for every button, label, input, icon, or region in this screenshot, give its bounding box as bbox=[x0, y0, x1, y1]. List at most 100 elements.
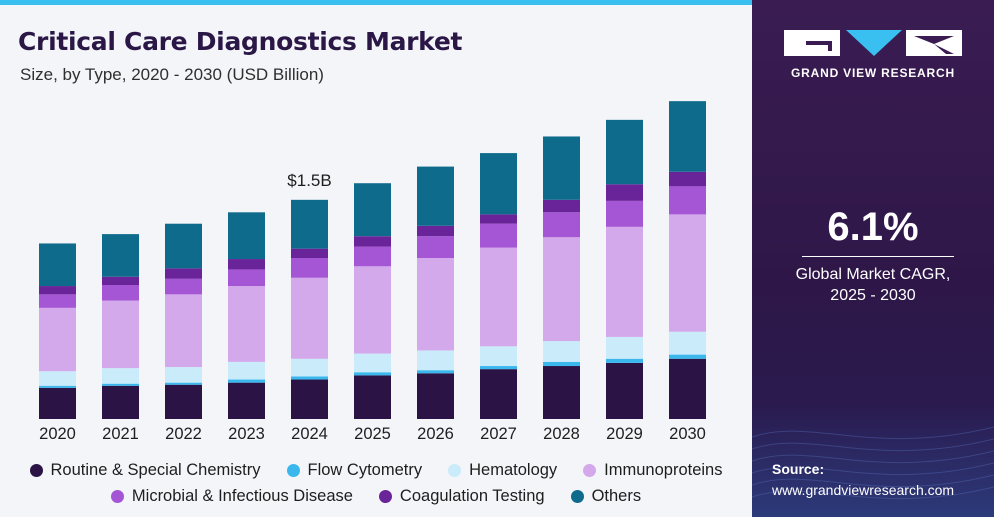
legend-item: Microbial & Infectious Disease bbox=[110, 487, 353, 506]
bar-segment bbox=[543, 366, 580, 419]
chart-legend: Routine & Special Chemistry Flow Cytomet… bbox=[0, 457, 752, 509]
bar-segment bbox=[39, 385, 76, 388]
x-tick-label: 2030 bbox=[669, 425, 706, 443]
bar-segment bbox=[165, 294, 202, 368]
bar-segment bbox=[228, 269, 265, 287]
bar-segment bbox=[543, 199, 580, 213]
legend-label: Coagulation Testing bbox=[399, 486, 545, 505]
x-tick-label: 2026 bbox=[417, 425, 454, 443]
bar-segment bbox=[606, 336, 643, 359]
legend-item: Immunoproteins bbox=[583, 461, 722, 480]
bar-segment bbox=[669, 354, 706, 359]
legend-item: Others bbox=[570, 486, 642, 506]
bar-segment bbox=[354, 375, 391, 419]
bar-segment bbox=[669, 171, 706, 187]
bar-segment bbox=[480, 366, 517, 370]
bar-segment bbox=[228, 379, 265, 383]
bar-segment bbox=[480, 223, 517, 248]
bar-segment bbox=[165, 223, 202, 269]
bar-segment bbox=[417, 370, 454, 374]
bar-segment bbox=[417, 236, 454, 258]
x-tick-label: 2020 bbox=[39, 425, 76, 443]
x-tick-label: 2028 bbox=[543, 425, 580, 443]
bar-segment bbox=[228, 259, 265, 270]
bar-segment bbox=[39, 286, 76, 295]
legend-label: Routine & Special Chemistry bbox=[50, 460, 261, 479]
x-tick-label: 2025 bbox=[354, 425, 391, 443]
bar-segment bbox=[228, 212, 265, 260]
bar-segment bbox=[291, 248, 328, 258]
legend-label: Others bbox=[591, 486, 642, 505]
bar-segment bbox=[606, 200, 643, 227]
bar-segment bbox=[417, 225, 454, 237]
bar-segment bbox=[102, 300, 139, 369]
bar-segment bbox=[669, 331, 706, 355]
bar-segment bbox=[606, 362, 643, 419]
bar-segment bbox=[165, 278, 202, 295]
bar-segment bbox=[39, 387, 76, 419]
value-annotation: $1.5B bbox=[287, 171, 331, 190]
bar-segment bbox=[417, 258, 454, 351]
bar-segment bbox=[39, 307, 76, 372]
source-label: Source: bbox=[772, 461, 825, 477]
legend-label: Hematology bbox=[469, 460, 558, 479]
bar-segment bbox=[228, 382, 265, 419]
bar-segment bbox=[606, 358, 643, 363]
legend-swatch bbox=[570, 489, 584, 503]
source-link[interactable]: www.grandviewresearch.com bbox=[772, 482, 955, 498]
bar-segment bbox=[291, 376, 328, 380]
bar-segment bbox=[354, 353, 391, 373]
bar-segment bbox=[165, 382, 202, 385]
bar-segment bbox=[102, 285, 139, 301]
bar-segment bbox=[543, 237, 580, 342]
cagr-divider bbox=[802, 256, 954, 257]
bar-segment bbox=[543, 212, 580, 238]
legend-row-2: Microbial & Infectious Disease Coagulati… bbox=[0, 483, 752, 509]
bar-segment bbox=[291, 277, 328, 359]
bar-segment bbox=[669, 101, 706, 172]
chart-title: Critical Care Diagnostics Market bbox=[18, 27, 463, 56]
x-tick-label: 2029 bbox=[606, 425, 643, 443]
chart-subtitle: Size, by Type, 2020 - 2030 (USD Billion) bbox=[20, 65, 324, 84]
bar-segment bbox=[102, 234, 139, 277]
x-tick-label: 2022 bbox=[165, 425, 202, 443]
bar-segment bbox=[417, 350, 454, 371]
x-tick-label: 2027 bbox=[480, 425, 517, 443]
bar-segment bbox=[165, 367, 202, 383]
bar-segment bbox=[480, 247, 517, 347]
bar-segment bbox=[543, 136, 580, 200]
legend-item: Hematology bbox=[448, 461, 557, 480]
bar-segment bbox=[543, 341, 580, 362]
bar-segment bbox=[291, 358, 328, 377]
bar-segment bbox=[543, 361, 580, 367]
legend-swatch bbox=[286, 463, 300, 477]
legend-item: Coagulation Testing bbox=[378, 486, 545, 506]
brand-name: GRAND VIEW RESEARCH bbox=[791, 66, 955, 80]
legend-swatch bbox=[583, 463, 597, 477]
cagr-label-line2: 2025 - 2030 bbox=[830, 287, 916, 304]
bar-segment bbox=[165, 384, 202, 419]
bar-segment bbox=[102, 276, 139, 286]
x-tick-label: 2021 bbox=[102, 425, 139, 443]
bar-segment bbox=[606, 184, 643, 201]
info-sidebar: GRAND VIEW RESEARCH 6.1% Global Market C… bbox=[752, 0, 994, 517]
cagr-value: 6.1% bbox=[827, 205, 919, 249]
legend-swatch bbox=[29, 463, 43, 477]
legend-label: Immunoproteins bbox=[604, 460, 723, 479]
bar-segment bbox=[354, 372, 391, 376]
bar-segment bbox=[354, 183, 391, 237]
legend-item: Flow Cytometry bbox=[286, 460, 423, 480]
legend-swatch bbox=[110, 489, 124, 503]
bar-segment bbox=[291, 258, 328, 278]
bar-segment bbox=[39, 243, 76, 287]
bar-segment bbox=[480, 153, 517, 215]
legend-label: Flow Cytometry bbox=[307, 460, 423, 479]
stacked-bar-chart: 2020 2021 2022 2023 2024 $1.5B 2025 2026 2027 202… bbox=[39, 101, 706, 443]
bar-segment bbox=[480, 214, 517, 224]
bar-segment bbox=[291, 379, 328, 419]
bar-segment bbox=[669, 186, 706, 215]
legend-swatch bbox=[448, 463, 462, 477]
bar-segment bbox=[102, 383, 139, 386]
bar-segment bbox=[417, 373, 454, 419]
grand-view-research-logo bbox=[784, 30, 962, 56]
